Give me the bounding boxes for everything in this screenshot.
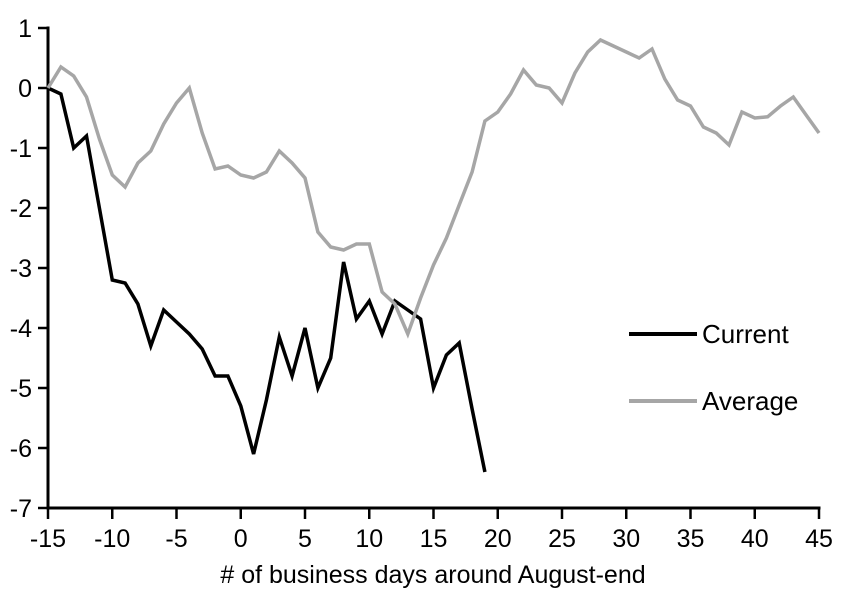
y-tick-label: -4 bbox=[10, 315, 32, 343]
y-tick-label: -1 bbox=[10, 135, 32, 163]
x-tick-label: 30 bbox=[612, 525, 640, 553]
y-tick-label: -3 bbox=[10, 255, 32, 283]
x-tick-label: 10 bbox=[355, 525, 383, 553]
legend: Current Average bbox=[629, 319, 798, 416]
y-tick-label: -2 bbox=[10, 195, 32, 223]
x-tick-label: 25 bbox=[548, 525, 576, 553]
x-tick-label: 35 bbox=[677, 525, 705, 553]
series-line-current bbox=[47, 86, 487, 473]
y-tick-label: -5 bbox=[10, 375, 32, 403]
x-tick-label: 45 bbox=[805, 525, 833, 553]
x-tick-label: -5 bbox=[165, 525, 187, 553]
x-tick-label: 5 bbox=[298, 525, 312, 553]
data-series bbox=[46, 37, 821, 473]
x-tick-label: -15 bbox=[30, 525, 66, 553]
y-tick-label: 1 bbox=[18, 15, 32, 43]
x-axis-title: # of business days around August-end bbox=[220, 561, 645, 589]
series-line-average bbox=[46, 37, 821, 339]
y-tick-label: -7 bbox=[10, 495, 32, 523]
x-tick-label: 0 bbox=[234, 525, 248, 553]
x-tick-label: -10 bbox=[94, 525, 130, 553]
legend-label-current: Current bbox=[702, 319, 789, 349]
x-tick-label: 20 bbox=[484, 525, 512, 553]
y-tick-label: -6 bbox=[10, 435, 32, 463]
y-tick-label: 0 bbox=[18, 75, 32, 103]
axis-tick-labels: 10-1-2-3-4-5-6-7-15 -10 -5 0 5 10 15 20 25 30 35 40… bbox=[10, 15, 833, 553]
x-tick-label: 15 bbox=[420, 525, 448, 553]
axis-ticks bbox=[38, 26, 821, 519]
legend-label-average: Average bbox=[702, 386, 798, 416]
x-tick-label: 40 bbox=[741, 525, 769, 553]
